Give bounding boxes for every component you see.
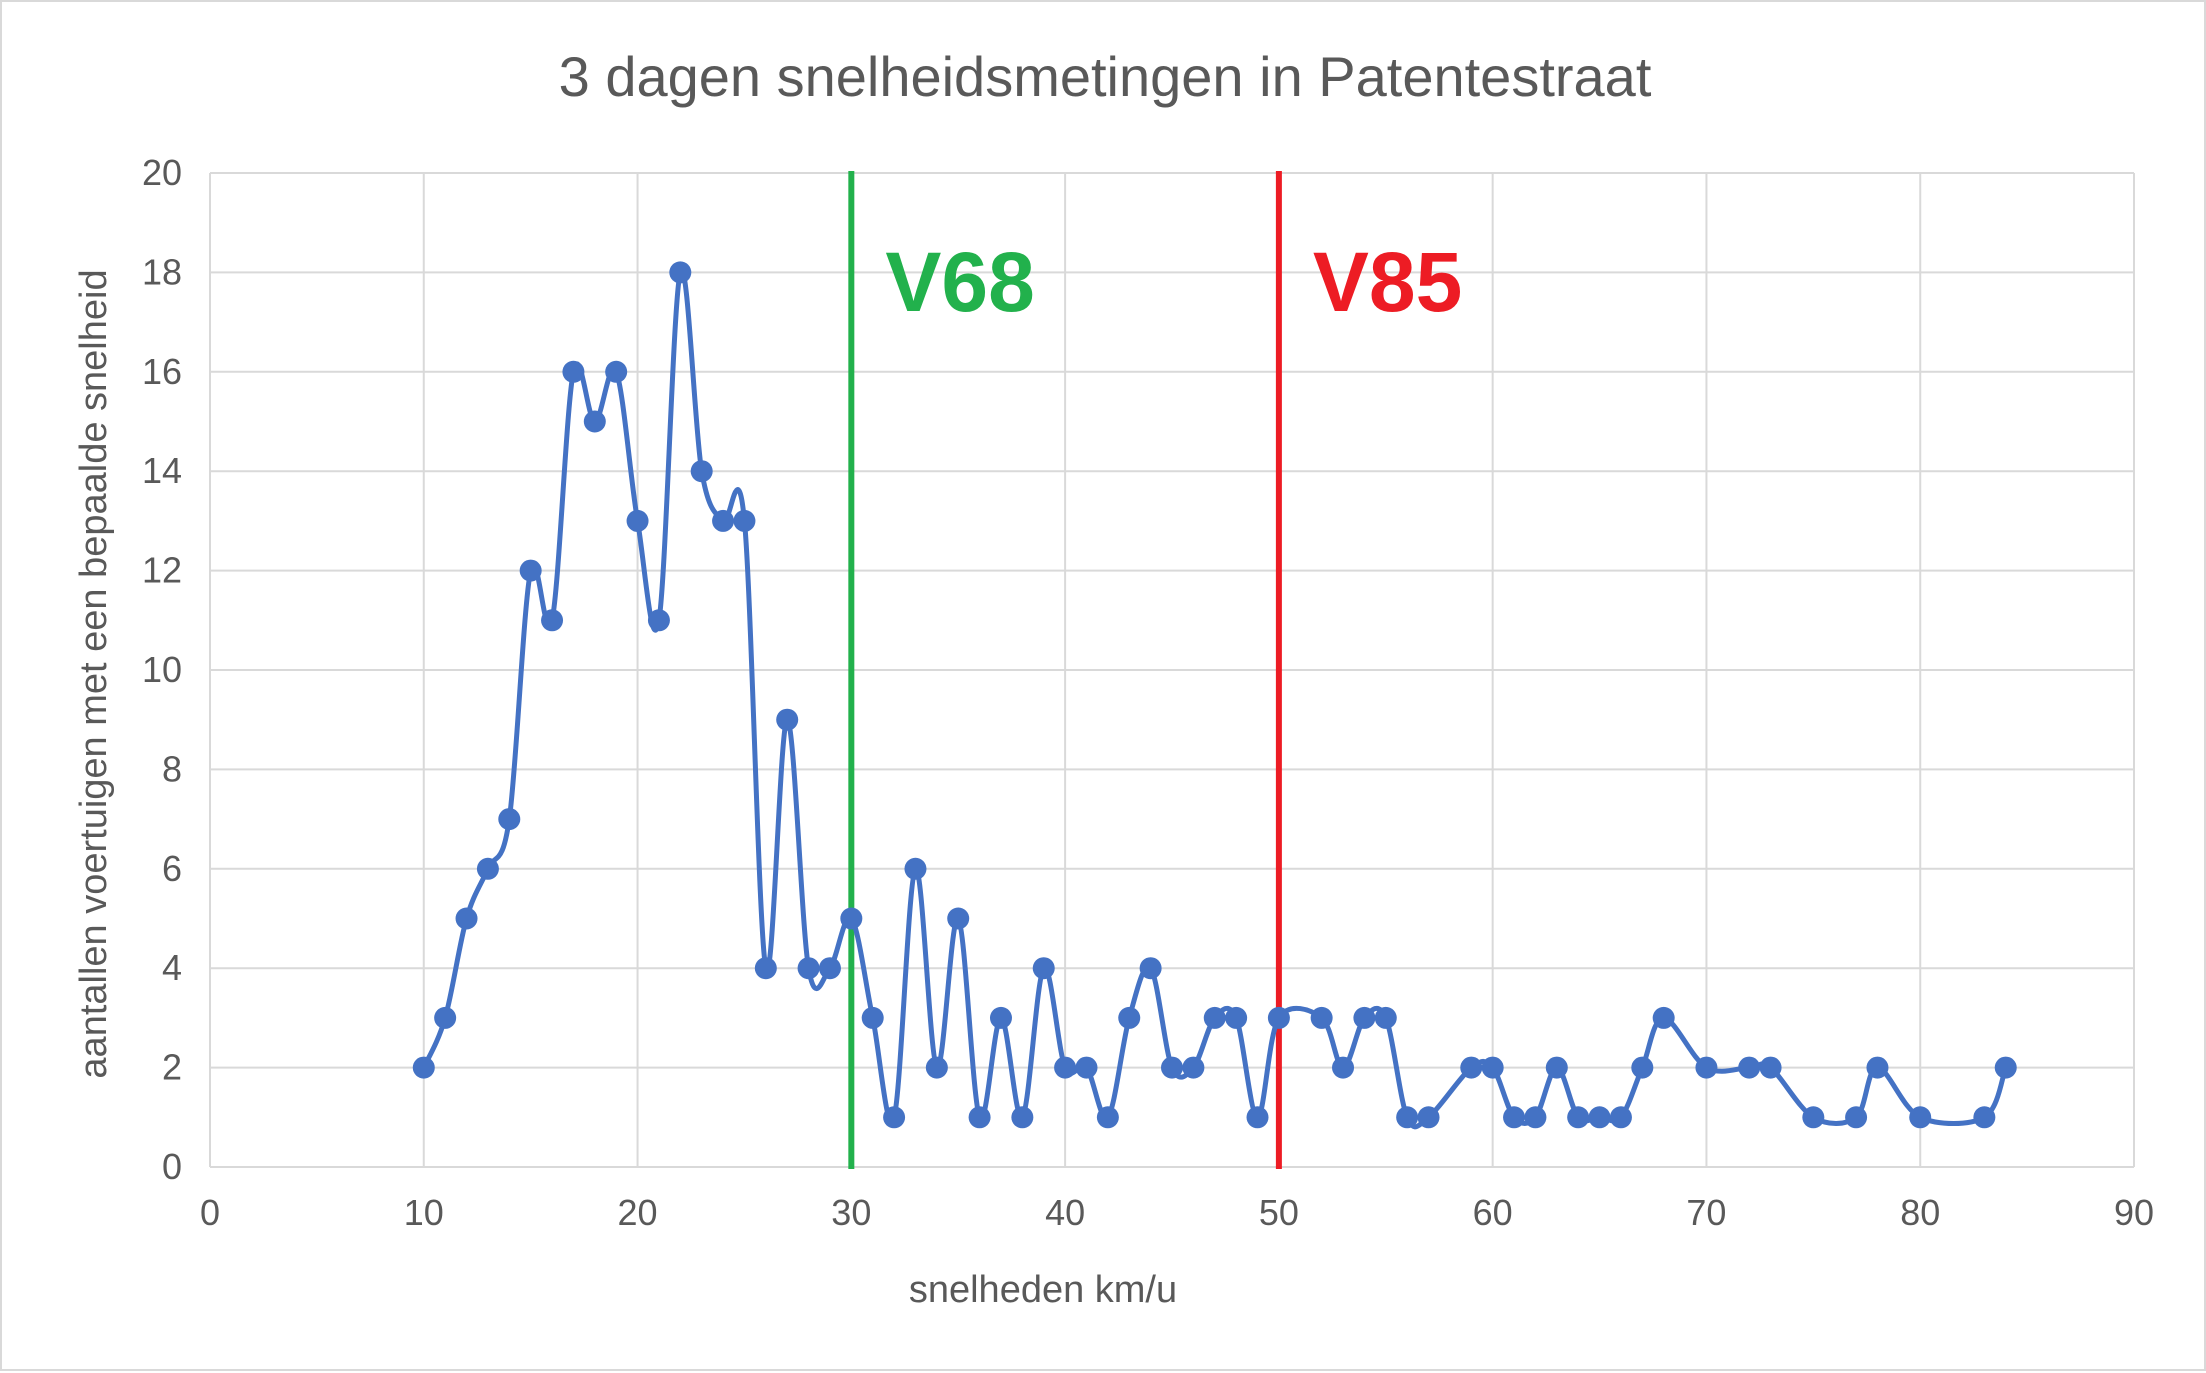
data-point <box>1332 1057 1354 1079</box>
data-point <box>456 908 478 930</box>
x-tick-label: 50 <box>1259 1192 1299 1233</box>
x-tick-label: 80 <box>1900 1192 1940 1233</box>
data-point <box>1118 1007 1140 1029</box>
x-tick-label: 30 <box>831 1192 871 1233</box>
data-point <box>520 560 542 582</box>
data-point <box>1268 1007 1290 1029</box>
x-tick-label: 10 <box>404 1192 444 1233</box>
y-axis-ticks: 0 2 4 6 8 10 12 14 16 18 20 <box>142 152 182 1187</box>
data-point <box>584 411 606 433</box>
data-point <box>1995 1057 2017 1079</box>
data-point <box>1054 1057 1076 1079</box>
data-point <box>755 957 777 979</box>
data-point <box>648 609 670 631</box>
y-tick-label: 10 <box>142 649 182 690</box>
x-tick-label: 20 <box>618 1192 658 1233</box>
data-point <box>990 1007 1012 1029</box>
data-point <box>1631 1057 1653 1079</box>
y-tick-label: 8 <box>162 748 182 789</box>
y-tick-label: 20 <box>142 152 182 193</box>
chart-title: 3 dagen snelheidsmetingen in Patentestra… <box>559 45 1652 108</box>
data-point <box>413 1057 435 1079</box>
y-axis-label: aantallen voertuigen met een bepaalde sn… <box>73 269 115 1078</box>
data-point <box>1097 1106 1119 1128</box>
data-point <box>627 510 649 532</box>
data-point <box>1353 1007 1375 1029</box>
data-point <box>498 808 520 830</box>
data-point <box>691 460 713 482</box>
data-point <box>1866 1057 1888 1079</box>
data-point <box>669 261 691 283</box>
data-point <box>1396 1106 1418 1128</box>
y-tick-label: 16 <box>142 351 182 392</box>
x-tick-label: 90 <box>2114 1192 2154 1233</box>
y-tick-label: 14 <box>142 450 182 491</box>
data-point <box>1033 957 1055 979</box>
x-tick-label: 40 <box>1045 1192 1085 1233</box>
data-point <box>1524 1106 1546 1128</box>
x-tick-label: 60 <box>1473 1192 1513 1233</box>
data-point <box>947 908 969 930</box>
data-point <box>1161 1057 1183 1079</box>
data-point <box>1546 1057 1568 1079</box>
data-point <box>776 709 798 731</box>
data-point <box>798 957 820 979</box>
data-point <box>1802 1106 1824 1128</box>
data-point <box>840 908 862 930</box>
y-tick-label: 4 <box>162 947 182 988</box>
data-point <box>1460 1057 1482 1079</box>
y-tick-label: 18 <box>142 251 182 292</box>
data-point <box>1695 1057 1717 1079</box>
y-tick-label: 6 <box>162 848 182 889</box>
data-point <box>1204 1007 1226 1029</box>
data-point <box>1909 1106 1931 1128</box>
data-point <box>1973 1106 1995 1128</box>
data-point <box>1503 1106 1525 1128</box>
data-point <box>862 1007 884 1029</box>
data-point <box>477 858 499 880</box>
data-point <box>1247 1106 1269 1128</box>
y-tick-label: 12 <box>142 550 182 591</box>
x-tick-label: 70 <box>1686 1192 1726 1233</box>
data-point <box>1182 1057 1204 1079</box>
data-point <box>1610 1106 1632 1128</box>
data-point <box>1011 1106 1033 1128</box>
gridlines <box>210 173 2134 1167</box>
data-point <box>1418 1106 1440 1128</box>
data-point <box>1738 1057 1760 1079</box>
data-point <box>605 361 627 383</box>
data-point <box>541 609 563 631</box>
data-point <box>434 1007 456 1029</box>
data-point <box>904 858 926 880</box>
data-point <box>883 1106 905 1128</box>
data-point <box>1567 1106 1589 1128</box>
data-point <box>1589 1106 1611 1128</box>
data-point <box>1375 1007 1397 1029</box>
data-point <box>1482 1057 1504 1079</box>
y-tick-label: 0 <box>162 1146 182 1187</box>
x-tick-label: 0 <box>200 1192 220 1233</box>
reference-line-label: V68 <box>885 235 1034 329</box>
data-point <box>1845 1106 1867 1128</box>
data-point <box>819 957 841 979</box>
x-axis-label: snelheden km/u <box>909 1269 1177 1311</box>
data-point <box>562 361 584 383</box>
data-point <box>1225 1007 1247 1029</box>
data-point <box>712 510 734 532</box>
series <box>413 261 2017 1128</box>
data-point <box>1075 1057 1097 1079</box>
data-point <box>733 510 755 532</box>
data-point <box>1653 1007 1675 1029</box>
x-axis-ticks: 0 10 20 30 40 50 60 70 80 90 <box>200 1192 2154 1233</box>
data-point <box>1760 1057 1782 1079</box>
data-point <box>1311 1007 1333 1029</box>
data-point <box>1140 957 1162 979</box>
y-tick-label: 2 <box>162 1047 182 1088</box>
series-line <box>424 270 2006 1127</box>
reference-line-label: V85 <box>1313 235 1462 329</box>
data-point <box>926 1057 948 1079</box>
data-point <box>969 1106 991 1128</box>
